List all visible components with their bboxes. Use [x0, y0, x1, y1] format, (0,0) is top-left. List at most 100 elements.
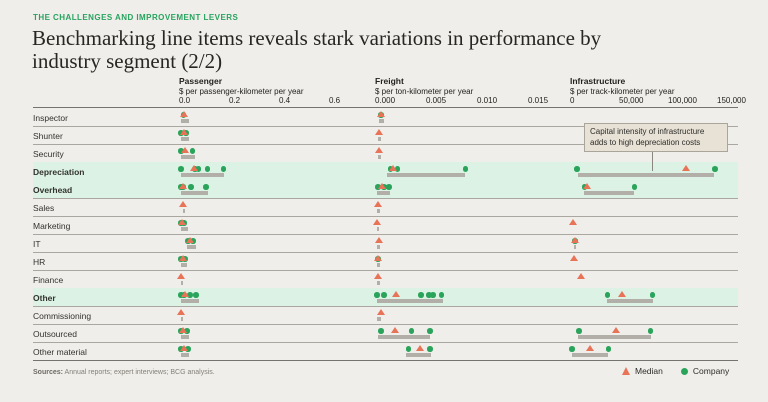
legend-median-item: Median — [622, 366, 663, 376]
range-bar — [377, 245, 381, 249]
range-bar — [577, 335, 652, 339]
axis-tick-label: 0.000 — [375, 96, 396, 105]
median-triangle — [569, 255, 578, 261]
company-dot-icon — [680, 367, 688, 375]
median-triangle — [180, 345, 188, 351]
sources-label: Sources: — [33, 369, 63, 376]
company-dot — [427, 328, 433, 334]
range-bar — [387, 173, 465, 177]
panel-title: Infrastructure — [570, 76, 626, 86]
median-triangle — [177, 309, 185, 315]
median-triangle — [415, 345, 424, 351]
range-bar — [181, 191, 208, 195]
median-triangle — [377, 309, 386, 315]
table-row: Inspector — [33, 108, 738, 127]
axis-tick-label: 150,000 — [717, 96, 746, 105]
range-bar — [577, 173, 715, 177]
legend-company-label: Company — [692, 366, 730, 376]
company-dot — [574, 166, 580, 172]
median-triangle — [373, 219, 381, 225]
range-bar — [377, 317, 382, 321]
company-dot — [462, 166, 469, 172]
row-label: Inspector — [33, 113, 68, 123]
range-bar — [607, 299, 654, 303]
axis-tick-label: 0.2 — [229, 96, 241, 105]
range-bar — [377, 263, 381, 267]
range-bar — [583, 191, 634, 195]
range-bar — [187, 245, 196, 249]
company-dot — [576, 328, 582, 334]
company-dot — [203, 184, 209, 190]
panel-unit: $ per track-kilometer per year — [570, 87, 675, 96]
median-triangle — [180, 147, 189, 153]
median-triangle — [179, 201, 187, 207]
median-triangle — [179, 183, 187, 189]
row-label: Overhead — [33, 185, 73, 195]
company-dot — [427, 346, 433, 352]
median-triangle — [177, 273, 185, 279]
range-bar — [405, 353, 432, 357]
company-dot — [378, 328, 384, 334]
median-triangle — [612, 327, 621, 333]
range-bar — [181, 317, 183, 321]
company-dot — [189, 148, 195, 154]
table-row: IT — [33, 234, 738, 253]
company-dot — [195, 166, 202, 172]
axis-tick-label: 100,000 — [668, 96, 697, 105]
company-dot — [374, 292, 380, 298]
median-triangle — [179, 129, 188, 135]
table-top-border — [33, 107, 738, 108]
axis-tick-label: 50,000 — [619, 96, 644, 105]
median-triangle — [378, 183, 387, 189]
range-bar — [181, 173, 224, 177]
range-bar — [572, 353, 609, 357]
median-triangle — [617, 291, 626, 297]
range-bar — [573, 245, 577, 249]
range-bar — [181, 281, 183, 285]
range-bar — [377, 299, 444, 303]
company-dot — [426, 292, 432, 298]
callout-leader-line — [652, 150, 653, 171]
company-dot — [712, 166, 718, 172]
panel-header: Freight $ per ton-kilometer per year — [375, 76, 473, 96]
company-dot — [631, 184, 638, 190]
median-triangle — [374, 201, 383, 207]
panel-header: Infrastructure $ per track-kilometer per … — [570, 76, 674, 96]
axis-tick-label: 0 — [570, 96, 575, 105]
median-triangle — [681, 165, 690, 171]
median-triangle — [178, 219, 186, 225]
panel-header: Passenger $ per passenger-kilometer per y… — [179, 76, 304, 96]
median-triangle — [568, 219, 577, 225]
row-label: Sales — [33, 203, 55, 213]
company-dot — [438, 292, 444, 298]
range-bar — [181, 137, 189, 141]
table-row: Sales — [33, 198, 738, 217]
company-dot — [220, 166, 227, 172]
company-dot — [386, 184, 392, 190]
range-bar — [181, 227, 188, 231]
table-row: Outsourced — [33, 324, 738, 343]
sources-note: Sources: Annual reports; expert intervie… — [33, 369, 215, 376]
median-triangle — [189, 165, 198, 171]
table-row: Finance — [33, 270, 738, 289]
company-dot — [394, 166, 401, 172]
median-triangle — [392, 291, 401, 297]
callout-box: Capital intensity of infrastructure adds… — [584, 123, 728, 152]
chart-legend: Median Company — [622, 366, 739, 376]
axis-tick-label: 0.4 — [279, 96, 291, 105]
median-triangle — [178, 255, 187, 261]
company-dot — [184, 328, 190, 334]
row-label: Finance — [33, 275, 64, 285]
company-dot — [647, 328, 654, 334]
page-title-line2: industry segment (2/2) — [32, 48, 223, 73]
table-row: Other material — [33, 342, 738, 361]
company-dot — [188, 184, 194, 190]
panel-title: Passenger — [179, 76, 222, 86]
median-triangle — [377, 111, 386, 117]
company-dot — [185, 346, 191, 352]
range-bar — [378, 137, 382, 141]
page-title: Benchmarking line items reveals stark va… — [32, 27, 722, 72]
company-dot — [375, 184, 381, 190]
table-row: HR — [33, 252, 738, 271]
